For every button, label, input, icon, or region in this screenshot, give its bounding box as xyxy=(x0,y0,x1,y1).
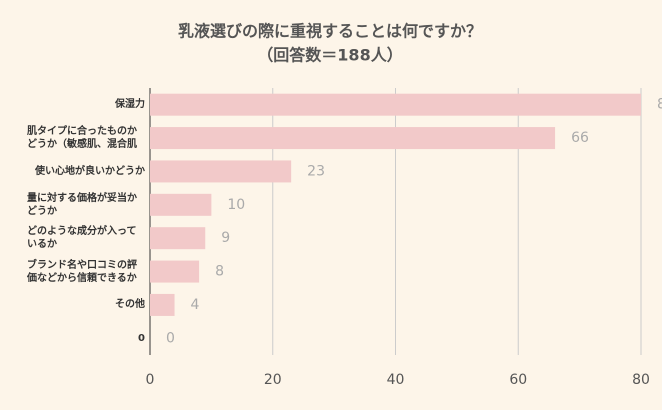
y-tick-wrap: 使い心地が良いかどうか xyxy=(0,155,145,187)
y-tick-wrap: 肌タイプに合ったものかどうか（敏感肌、混合肌 xyxy=(0,122,145,154)
x-tick-label: 80 xyxy=(632,372,650,388)
y-tick-label: 肌タイプに合ったものかどうか（敏感肌、混合肌 xyxy=(27,126,137,151)
bar xyxy=(150,193,212,216)
value-label: 10 xyxy=(227,197,245,213)
y-tick-label-box: 使い心地が良いかどうか xyxy=(0,155,145,187)
y-tick-wrap: 0 xyxy=(0,322,145,354)
bar xyxy=(150,127,556,150)
value-label: 23 xyxy=(307,163,325,179)
y-tick-label: どのような成分が入っているか xyxy=(27,226,137,251)
y-tick-label-box: 肌タイプに合ったものかどうか（敏感肌、混合肌 xyxy=(0,122,145,154)
bar xyxy=(150,260,200,283)
y-tick-label-box: その他 xyxy=(0,289,145,321)
y-tick-wrap: 保湿力 xyxy=(0,89,145,121)
x-tick-label: 60 xyxy=(509,372,527,388)
bar xyxy=(150,93,641,116)
value-label: 8 xyxy=(215,264,224,280)
y-tick-label-box: 量に対する価格が妥当かどうか xyxy=(0,189,145,221)
bar xyxy=(150,160,292,183)
y-tick-label: ブランド名や口コミの評価などから信頼できるか xyxy=(27,259,137,284)
chart-subtitle: （回答数＝188人） xyxy=(257,46,402,65)
y-tick-label-box: 保湿力 xyxy=(0,89,145,121)
value-label: 8 xyxy=(657,97,662,113)
y-tick-wrap: 量に対する価格が妥当かどうか xyxy=(0,189,145,221)
y-tick-label-box: 0 xyxy=(0,322,145,354)
y-tick-label-box: ブランド名や口コミの評価などから信頼できるか xyxy=(0,256,145,288)
y-tick-label: 量に対する価格が妥当かどうか xyxy=(27,192,137,217)
bar xyxy=(150,293,175,316)
value-label: 0 xyxy=(166,330,175,346)
y-tick-wrap: どのような成分が入っているか xyxy=(0,222,145,254)
x-tick-label: 40 xyxy=(387,372,405,388)
y-tick-wrap: その他 xyxy=(0,289,145,321)
value-label: 4 xyxy=(191,297,200,313)
y-tick-label: 保湿力 xyxy=(115,99,145,111)
x-tick-label: 20 xyxy=(264,372,282,388)
y-tick-wrap: ブランド名や口コミの評価などから信頼できるか xyxy=(0,256,145,288)
value-label: 66 xyxy=(571,130,589,146)
y-tick-label: その他 xyxy=(115,299,145,311)
chart-title: 乳液選びの際に重視することは何ですか？ xyxy=(178,22,482,41)
y-tick-label-box: どのような成分が入っているか xyxy=(0,222,145,254)
y-tick-label: 使い心地が良いかどうか xyxy=(35,165,145,177)
bar xyxy=(150,227,206,250)
value-label: 9 xyxy=(221,230,230,246)
x-tick-label: 0 xyxy=(146,372,155,388)
y-tick-label: 0 xyxy=(138,332,145,344)
